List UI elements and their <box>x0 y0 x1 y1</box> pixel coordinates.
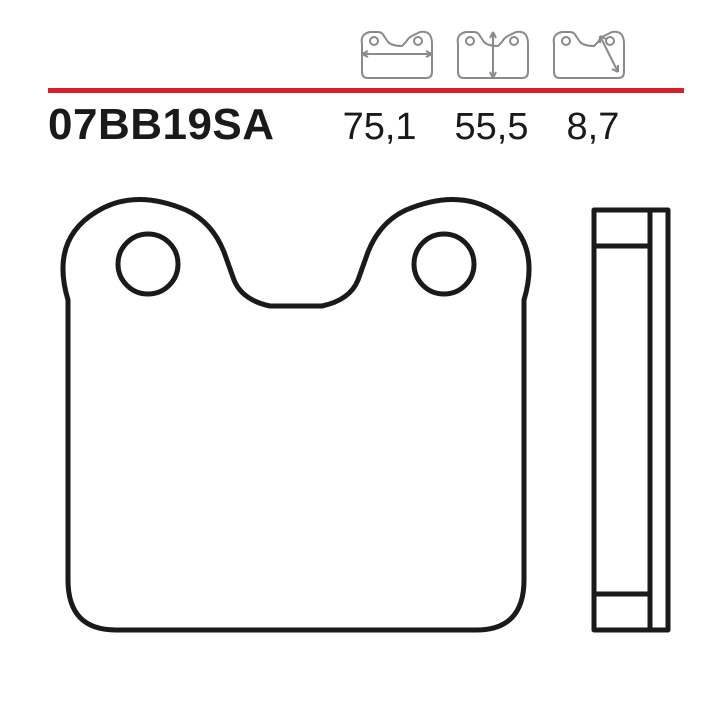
height-dimension-icon <box>454 28 532 82</box>
side-view <box>594 210 668 630</box>
spec-row: 07BB19SA 75,1 55,5 8,7 <box>48 100 684 150</box>
dimension-height: 55,5 <box>455 106 529 149</box>
dimension-width: 75,1 <box>343 106 417 149</box>
divider-rule <box>48 88 684 93</box>
dimensions-group: 75,1 55,5 8,7 <box>343 106 620 149</box>
technical-drawing <box>38 180 688 690</box>
thickness-dimension-icon <box>550 28 628 82</box>
page-canvas: 07BB19SA 75,1 55,5 8,7 <box>0 0 724 724</box>
dimension-thickness: 8,7 <box>567 106 620 149</box>
width-dimension-icon <box>358 28 436 82</box>
front-view <box>63 199 529 630</box>
dimension-icons-row <box>358 28 628 82</box>
part-number: 07BB19SA <box>48 100 275 150</box>
